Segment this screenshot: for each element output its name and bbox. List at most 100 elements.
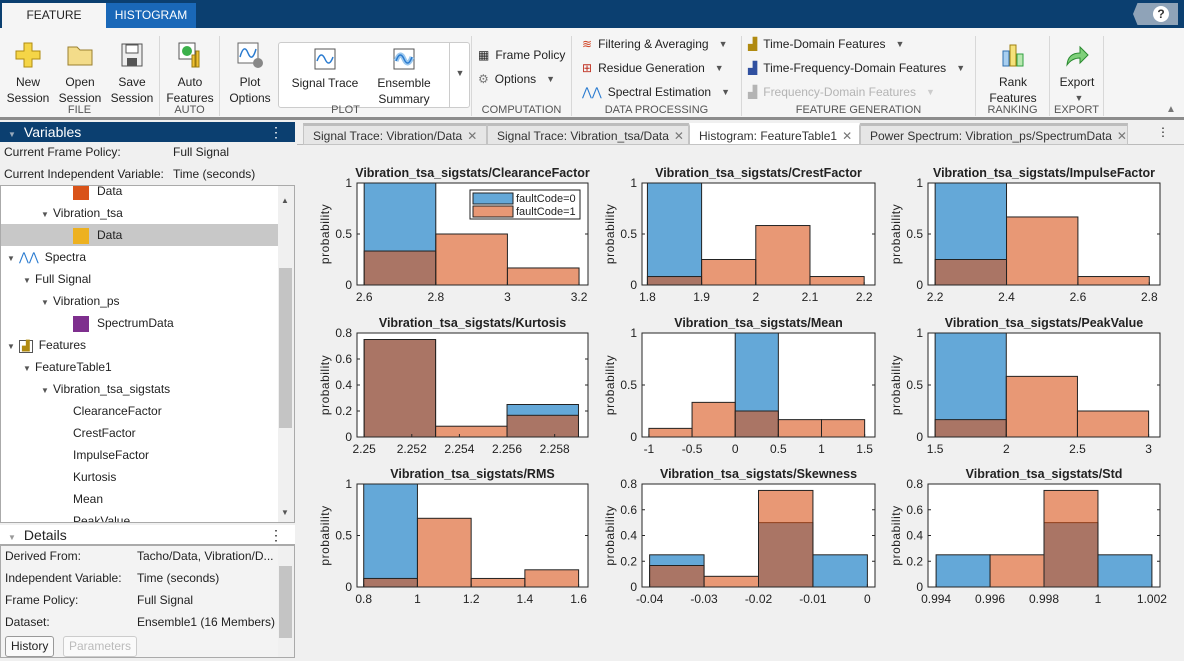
ranking-section: Rank Features RANKING [976,36,1050,116]
y-tick-label: 0.4 [335,378,352,392]
more-options-icon[interactable]: ⋮ [269,124,283,140]
tree-node[interactable]: ClearanceFactor [1,400,278,422]
tree-node[interactable]: ▼ Vibration_tsa [1,202,278,224]
color-swatch [73,186,89,200]
frequency-domain-features-button[interactable]: ▟ Frequency-Domain Features ▼ [748,85,935,99]
spectral-estimation-button[interactable]: ⋀⋀ Spectral Estimation ▼ [582,85,730,99]
tree-node[interactable]: SpectrumData [1,312,278,334]
tree-scrollbar-thumb[interactable] [279,268,292,428]
chart-title: Vibration_tsa_sigstats/Mean [674,316,843,330]
x-tick-label: 1.5 [856,442,873,456]
tree-node[interactable]: Mean [1,488,278,510]
tree-node[interactable]: Kurtosis [1,466,278,488]
detail-value: Ensemble1 (16 Members) [137,615,276,629]
file-section: New Session Open Session Save Session FI… [0,36,160,116]
y-tick-label: 1 [345,176,352,190]
filtering-icon: ≋ [582,37,593,51]
expand-triangle-icon[interactable]: ▼ [7,342,15,351]
x-tick-label: -0.04 [636,592,664,606]
close-icon[interactable]: ✕ [1116,129,1127,143]
more-options-icon[interactable]: ⋮ [269,527,283,543]
histogram-bar [989,554,1045,588]
expand-triangle-icon[interactable]: ▼ [7,254,15,263]
y-tick-label: 1 [345,477,352,491]
frame-policy-button[interactable]: ▦ Frame Policy [478,48,565,62]
options-button[interactable]: ⚙ Options ▼ [478,72,555,86]
expand-triangle-icon[interactable]: ▼ [23,276,31,285]
tree-node[interactable]: Data [1,186,278,202]
scroll-down-icon[interactable]: ▼ [281,508,289,517]
y-tick-label: 0.5 [620,227,637,241]
tab-histogram[interactable]: HISTOGRAM [106,3,196,28]
new-session-button[interactable]: New Session [4,40,52,106]
tree-node-label: Kurtosis [73,470,117,484]
x-tick-label: -0.01 [799,592,827,606]
y-axis-label: probability [889,204,903,264]
x-tick-label: 0 [732,442,739,456]
gallery-expand-button[interactable]: ▼ [449,43,470,107]
ensemble-summary-button[interactable]: Ensemble Summary [371,47,437,107]
history-button[interactable]: History [5,636,55,657]
more-options-icon[interactable]: ⋮ [1157,125,1169,139]
tree-node[interactable]: ▼ Vibration_ps [1,290,278,312]
x-tick-label: 1.8 [639,290,656,304]
x-tick-label: 2.254 [444,442,474,456]
scroll-up-icon[interactable]: ▲ [281,196,289,205]
rank-features-button[interactable]: Rank Features [984,40,1042,106]
time-frequency-features-button[interactable]: ▟ Time-Frequency-Domain Features ▼ [748,61,965,75]
histogram-chart: Vibration_tsa_sigstats/ImpulseFactorprob… [889,166,1161,304]
details-scrollbar-thumb[interactable] [279,566,292,638]
help-button[interactable]: ? [1133,3,1178,25]
document-tab[interactable]: Histogram: FeatureTable1 ✕ [689,123,860,145]
details-scrollbar[interactable] [278,546,294,657]
histogram-chart: Vibration_tsa_sigstats/Mean probability -1… [603,316,876,456]
time-domain-features-button[interactable]: ▟ Time-Domain Features ▼ [748,37,904,51]
tree-node[interactable]: ▼ Full Signal [1,268,278,290]
expand-triangle-icon[interactable]: ▼ [23,364,31,373]
plot-options-button[interactable]: Plot Options [226,40,274,106]
auto-features-button[interactable]: Auto Features [166,40,214,106]
tree-node[interactable]: ImpulseFactor [1,444,278,466]
auto-section: Auto Features AUTO [160,36,220,116]
tree-node[interactable]: Data [1,224,278,246]
document-tab[interactable]: Power Spectrum: Vibration_ps/SpectrumDat… [860,123,1128,145]
collapse-icon[interactable]: ▼ [8,130,16,139]
document-tab[interactable]: Signal Trace: Vibration/Data ✕ [303,123,487,145]
tree-scrollbar[interactable]: ▲ ▼ [278,186,294,522]
filtering-averaging-button[interactable]: ≋ Filtering & Averaging ▼ [582,37,728,51]
tab-feature-designer[interactable]: FEATURE DESIGNER [2,3,106,47]
document-tab[interactable]: Signal Trace: Vibration_tsa/Data ✕ [487,123,689,145]
x-tick-label: 2.4 [998,290,1015,304]
parameters-button[interactable]: Parameters [63,636,138,657]
tree-node[interactable]: PeakValue [1,510,278,522]
y-axis-label: probability [318,505,332,565]
save-session-button[interactable]: Save Session [108,40,156,106]
detail-value: Tacho/Data, Vibration/D... [137,549,274,563]
chevron-down-icon: ▼ [721,87,730,97]
tree-node[interactable]: ▼ ▟ Features [1,334,278,356]
tree-node[interactable]: CrestFactor [1,422,278,444]
y-tick-label: 0 [345,430,352,444]
tree-node[interactable]: ▼ FeatureTable1 [1,356,278,378]
tree-node[interactable]: ▼ ⋀⋀ Spectra [1,246,278,268]
document-tab-label: Signal Trace: Vibration/Data [313,129,463,143]
x-tick-label: 2.258 [540,442,570,456]
export-button[interactable]: Export ▼ [1054,40,1100,106]
residue-generation-button[interactable]: ⊞ Residue Generation ▼ [582,61,724,75]
close-icon[interactable]: ✕ [673,129,684,143]
y-tick-label: 0.4 [620,529,637,543]
expand-triangle-icon[interactable]: ▼ [41,386,49,395]
collapse-toolstrip-icon[interactable]: ▲ [1166,104,1176,115]
collapse-icon[interactable]: ▼ [8,533,16,542]
histogram-bar [648,427,693,438]
frame-policy-label: Current Frame Policy: [4,145,121,159]
close-icon[interactable]: ✕ [842,129,853,143]
signal-trace-button[interactable]: Signal Trace [285,47,365,91]
tree-node-label: Vibration_ps [53,294,120,308]
expand-triangle-icon[interactable]: ▼ [41,210,49,219]
open-session-button[interactable]: Open Session [56,40,104,106]
x-tick-label: 1.002 [1137,592,1167,606]
tree-node[interactable]: ▼ Vibration_tsa_sigstats [1,378,278,400]
expand-triangle-icon[interactable]: ▼ [41,298,49,307]
close-icon[interactable]: ✕ [467,129,478,143]
